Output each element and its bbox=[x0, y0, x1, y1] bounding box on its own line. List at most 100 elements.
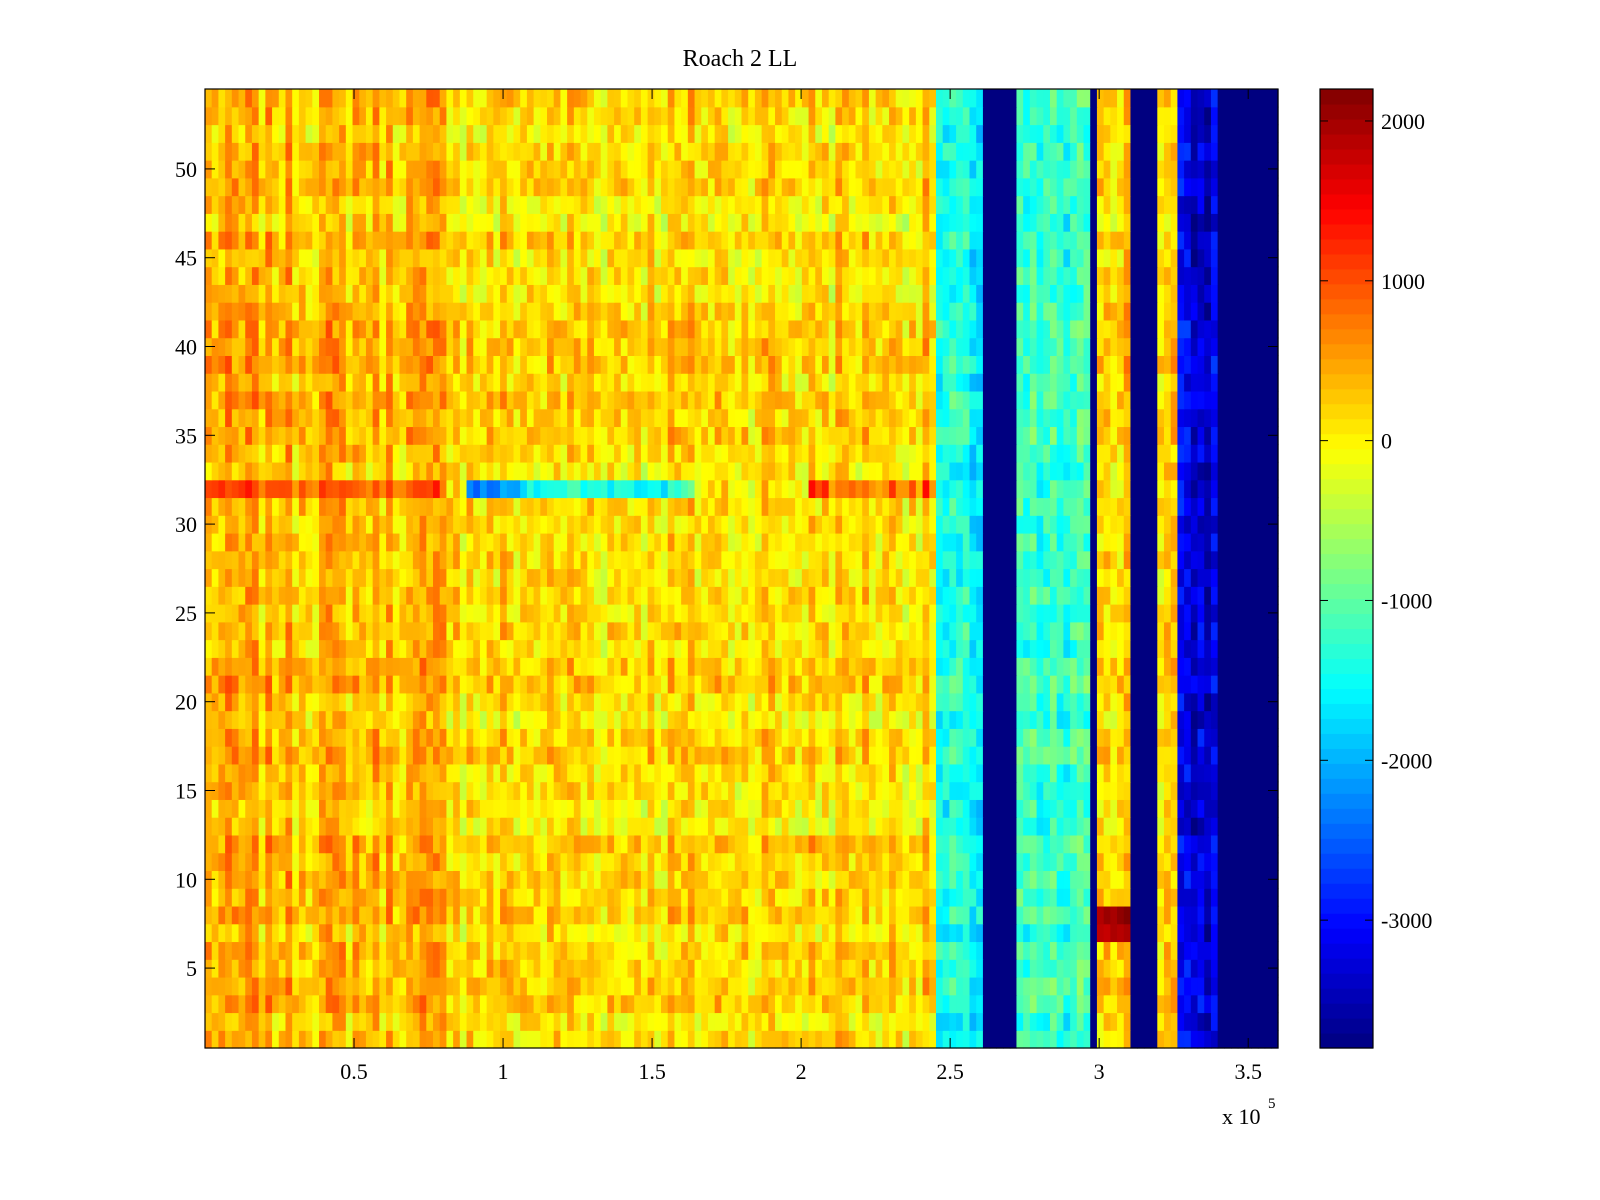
heatmap-cell bbox=[278, 639, 287, 658]
heatmap-cell bbox=[379, 994, 387, 1014]
heatmap-cell bbox=[1076, 657, 1085, 676]
heatmap-cell bbox=[775, 870, 783, 889]
heatmap-cell bbox=[775, 532, 783, 552]
heatmap-cell bbox=[842, 550, 850, 570]
heatmap-cell bbox=[627, 994, 635, 1014]
heatmap-cell bbox=[479, 959, 488, 978]
heatmap-cell bbox=[667, 532, 676, 552]
heatmap-cell bbox=[352, 692, 360, 712]
heatmap-cell bbox=[573, 710, 582, 729]
heatmap-cell bbox=[620, 994, 629, 1014]
heatmap-cell bbox=[868, 515, 877, 534]
heatmap-cell bbox=[714, 586, 722, 605]
heatmap-cell bbox=[962, 657, 971, 676]
heatmap-cell bbox=[345, 852, 354, 872]
heatmap-cell bbox=[1016, 941, 1024, 960]
heatmap-cell bbox=[419, 497, 427, 516]
heatmap-cell bbox=[386, 568, 394, 587]
heatmap-cell bbox=[754, 728, 763, 747]
heatmap-cell bbox=[721, 621, 729, 641]
heatmap-cell bbox=[466, 852, 474, 872]
heatmap-cell bbox=[473, 905, 481, 925]
heatmap-cell bbox=[365, 728, 374, 747]
heatmap-cell bbox=[412, 763, 421, 783]
heatmap-cell bbox=[848, 799, 857, 818]
heatmap-cell bbox=[433, 976, 441, 996]
heatmap-cell bbox=[205, 1030, 213, 1049]
heatmap-cell bbox=[1264, 923, 1272, 943]
heatmap-cell bbox=[982, 532, 991, 552]
heatmap-cell bbox=[446, 604, 454, 623]
heatmap-cell bbox=[285, 497, 293, 516]
heatmap-cell bbox=[1184, 763, 1192, 783]
heatmap-cell bbox=[426, 675, 434, 694]
heatmap-cell bbox=[634, 710, 642, 729]
heatmap-cell bbox=[1083, 1012, 1091, 1031]
heatmap-cell bbox=[1123, 639, 1132, 658]
heatmap-cell bbox=[278, 497, 287, 516]
heatmap-cell bbox=[1170, 763, 1179, 783]
heatmap-cell bbox=[748, 852, 756, 872]
heatmap-cell bbox=[627, 817, 635, 836]
heatmap-cell bbox=[889, 870, 897, 889]
heatmap-cell bbox=[620, 941, 629, 960]
heatmap-cell bbox=[694, 497, 702, 516]
heatmap-cell bbox=[687, 1012, 696, 1031]
heatmap-cell bbox=[1244, 515, 1252, 534]
heatmap-cell bbox=[795, 834, 803, 854]
heatmap-cell bbox=[339, 870, 347, 889]
heatmap-cell bbox=[359, 905, 367, 925]
heatmap-cell bbox=[352, 1012, 360, 1031]
heatmap-cell bbox=[1096, 941, 1105, 960]
heatmap-cell bbox=[1130, 923, 1138, 943]
heatmap-cell bbox=[406, 852, 414, 872]
heatmap-cell bbox=[922, 515, 930, 534]
heatmap-cell bbox=[1204, 834, 1212, 854]
heatmap-cell bbox=[935, 586, 944, 605]
heatmap-cell bbox=[533, 941, 541, 960]
heatmap-cell bbox=[526, 1012, 535, 1031]
heatmap-cell bbox=[1264, 941, 1272, 960]
heatmap-cell bbox=[801, 639, 810, 658]
heatmap-cell bbox=[1163, 657, 1172, 676]
heatmap-cell bbox=[319, 728, 327, 747]
heatmap-cell bbox=[278, 1030, 287, 1049]
heatmap-cell bbox=[272, 959, 280, 978]
heatmap-cell bbox=[1029, 657, 1038, 676]
heatmap-cell bbox=[339, 550, 347, 570]
heatmap-cell bbox=[560, 923, 568, 943]
heatmap-cell bbox=[1076, 817, 1085, 836]
heatmap-cell bbox=[687, 834, 696, 854]
heatmap-cell bbox=[231, 941, 240, 960]
heatmap-cell bbox=[1009, 941, 1018, 960]
heatmap-cell bbox=[741, 888, 749, 907]
heatmap-cell bbox=[319, 586, 327, 605]
heatmap-cell bbox=[520, 976, 528, 996]
heatmap-cell bbox=[325, 532, 334, 552]
heatmap-cell bbox=[399, 817, 407, 836]
heatmap-cell bbox=[929, 763, 937, 783]
heatmap-cell bbox=[1137, 994, 1145, 1014]
heatmap-cell bbox=[768, 888, 776, 907]
heatmap-cell bbox=[661, 976, 669, 996]
heatmap-cell bbox=[614, 941, 622, 960]
heatmap-cell bbox=[1110, 675, 1118, 694]
heatmap-cell bbox=[607, 621, 615, 641]
heatmap-cell bbox=[1137, 675, 1145, 694]
heatmap-cell bbox=[808, 532, 816, 552]
heatmap-cell bbox=[754, 959, 763, 978]
heatmap-cell bbox=[593, 604, 602, 623]
heatmap-cell bbox=[781, 728, 790, 747]
heatmap-cell bbox=[419, 479, 427, 499]
heatmap-cell bbox=[439, 586, 448, 605]
heatmap-cell bbox=[902, 515, 910, 534]
heatmap-cell bbox=[453, 550, 461, 570]
heatmap-cell bbox=[875, 497, 883, 516]
heatmap-cell bbox=[560, 621, 568, 641]
heatmap-cell bbox=[526, 550, 535, 570]
heatmap-cell bbox=[1251, 675, 1259, 694]
heatmap-cell bbox=[1123, 959, 1132, 978]
heatmap-cell bbox=[1016, 675, 1024, 694]
heatmap-cell bbox=[1117, 586, 1125, 605]
heatmap-cell bbox=[1117, 888, 1125, 907]
